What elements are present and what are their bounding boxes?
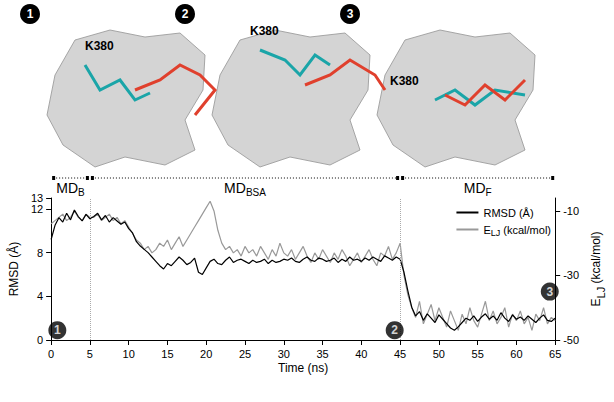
svg-text:3: 3 xyxy=(546,285,553,299)
svg-text:3: 3 xyxy=(347,7,354,21)
svg-text:E: E xyxy=(589,298,603,306)
svg-text:55: 55 xyxy=(472,348,484,360)
svg-text:15: 15 xyxy=(161,348,173,360)
svg-text:5: 5 xyxy=(87,348,93,360)
svg-text:K380: K380 xyxy=(250,24,279,38)
svg-text:20: 20 xyxy=(200,348,212,360)
svg-text:25: 25 xyxy=(239,348,251,360)
svg-text:BSA: BSA xyxy=(246,187,266,198)
svg-text:LJ: LJ xyxy=(491,228,501,238)
svg-text:8: 8 xyxy=(37,247,43,259)
svg-text:4: 4 xyxy=(37,290,43,302)
svg-text:35: 35 xyxy=(316,348,328,360)
svg-text:MD: MD xyxy=(464,180,486,196)
svg-text:(kcal/mol): (kcal/mol) xyxy=(500,224,551,236)
svg-text:1: 1 xyxy=(27,7,34,21)
svg-text:45: 45 xyxy=(394,348,406,360)
svg-text:50: 50 xyxy=(433,348,445,360)
svg-text:2: 2 xyxy=(391,323,398,337)
svg-text:40: 40 xyxy=(355,348,367,360)
svg-text:0: 0 xyxy=(48,348,54,360)
svg-text:MD: MD xyxy=(56,180,78,196)
svg-text:MD: MD xyxy=(224,180,246,196)
svg-text:-50: -50 xyxy=(563,334,579,346)
svg-text:B: B xyxy=(78,187,85,198)
svg-text:30: 30 xyxy=(278,348,290,360)
svg-text:RMSD (Å): RMSD (Å) xyxy=(483,207,533,219)
svg-text:60: 60 xyxy=(510,348,522,360)
svg-text:13: 13 xyxy=(31,192,43,204)
svg-text:K380: K380 xyxy=(390,74,419,88)
svg-text:12: 12 xyxy=(31,203,43,215)
svg-text:K380: K380 xyxy=(85,39,114,53)
svg-text:10: 10 xyxy=(123,348,135,360)
svg-text:(kcal/mol): (kcal/mol) xyxy=(589,232,603,287)
svg-text:E: E xyxy=(483,224,490,236)
svg-text:RMSD (Å): RMSD (Å) xyxy=(6,242,21,297)
svg-text:LJ: LJ xyxy=(595,287,607,299)
svg-text:65: 65 xyxy=(549,348,561,360)
svg-text:F: F xyxy=(485,187,491,198)
svg-text:-10: -10 xyxy=(563,205,579,217)
svg-text:1: 1 xyxy=(54,323,61,337)
svg-text:2: 2 xyxy=(182,7,189,21)
svg-text:Time (ns): Time (ns) xyxy=(278,361,328,375)
svg-text:-30: -30 xyxy=(563,269,579,281)
svg-text:0: 0 xyxy=(37,334,43,346)
